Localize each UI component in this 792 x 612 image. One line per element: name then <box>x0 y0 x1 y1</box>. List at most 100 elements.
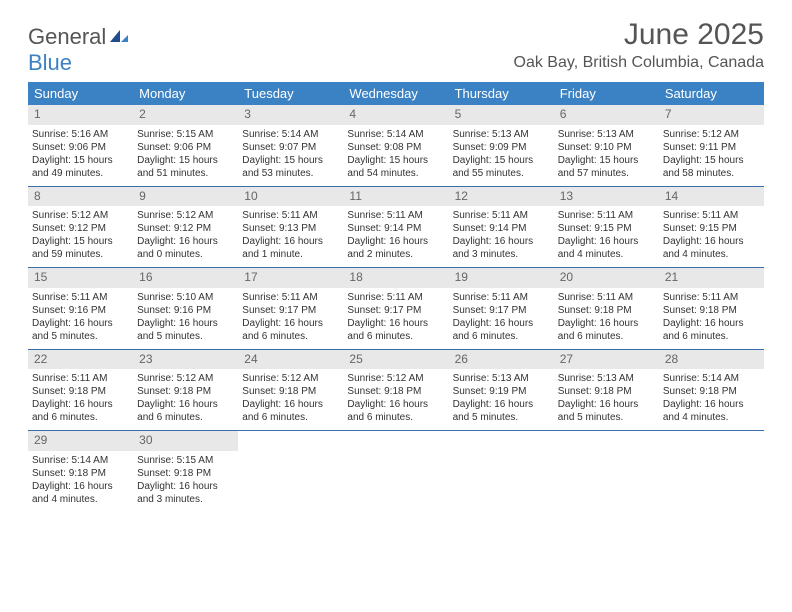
day-number: 28 <box>659 350 764 370</box>
sunset-text: Sunset: 9:12 PM <box>32 222 129 235</box>
sunset-text: Sunset: 9:18 PM <box>32 385 129 398</box>
day-cell: 4Sunrise: 5:14 AMSunset: 9:08 PMDaylight… <box>343 105 448 186</box>
dl2-text: and 49 minutes. <box>32 167 129 180</box>
day-header: Friday <box>554 82 659 105</box>
dl2-text: and 3 minutes. <box>453 248 550 261</box>
sunrise-text: Sunrise: 5:12 AM <box>347 372 444 385</box>
dl1-text: Daylight: 16 hours <box>663 398 760 411</box>
day-number: 15 <box>28 268 133 288</box>
day-cell: 6Sunrise: 5:13 AMSunset: 9:10 PMDaylight… <box>554 105 659 186</box>
dl1-text: Daylight: 15 hours <box>32 154 129 167</box>
sunset-text: Sunset: 9:18 PM <box>137 467 234 480</box>
day-number: 2 <box>133 105 238 125</box>
dl1-text: Daylight: 15 hours <box>137 154 234 167</box>
day-number: 18 <box>343 268 448 288</box>
day-cell: 19Sunrise: 5:11 AMSunset: 9:17 PMDayligh… <box>449 268 554 349</box>
sunrise-text: Sunrise: 5:12 AM <box>32 209 129 222</box>
sunrise-text: Sunrise: 5:14 AM <box>347 128 444 141</box>
empty-cell <box>659 431 764 512</box>
sunset-text: Sunset: 9:18 PM <box>558 304 655 317</box>
sunset-text: Sunset: 9:15 PM <box>663 222 760 235</box>
dl1-text: Daylight: 16 hours <box>453 317 550 330</box>
sunrise-text: Sunrise: 5:14 AM <box>663 372 760 385</box>
sunset-text: Sunset: 9:18 PM <box>137 385 234 398</box>
sunrise-text: Sunrise: 5:11 AM <box>32 291 129 304</box>
sunset-text: Sunset: 9:18 PM <box>32 467 129 480</box>
dl1-text: Daylight: 16 hours <box>558 398 655 411</box>
dl1-text: Daylight: 16 hours <box>137 317 234 330</box>
day-cell: 23Sunrise: 5:12 AMSunset: 9:18 PMDayligh… <box>133 350 238 431</box>
sunrise-text: Sunrise: 5:11 AM <box>32 372 129 385</box>
dl1-text: Daylight: 16 hours <box>558 235 655 248</box>
sunset-text: Sunset: 9:06 PM <box>32 141 129 154</box>
dl2-text: and 6 minutes. <box>242 411 339 424</box>
sunrise-text: Sunrise: 5:11 AM <box>242 209 339 222</box>
sunrise-text: Sunrise: 5:11 AM <box>347 291 444 304</box>
day-cell: 30Sunrise: 5:15 AMSunset: 9:18 PMDayligh… <box>133 431 238 512</box>
day-number: 1 <box>28 105 133 125</box>
dl2-text: and 55 minutes. <box>453 167 550 180</box>
day-cell: 28 Sunrise: 5:14 AMSunset: 9:18 PMDayligh… <box>659 350 764 431</box>
sunset-text: Sunset: 9:17 PM <box>453 304 550 317</box>
sunset-text: Sunset: 9:10 PM <box>558 141 655 154</box>
sunset-text: Sunset: 9:09 PM <box>453 141 550 154</box>
dl2-text: and 51 minutes. <box>137 167 234 180</box>
calendar: SundayMondayTuesdayWednesdayThursdayFrid… <box>28 82 764 512</box>
sunset-text: Sunset: 9:17 PM <box>347 304 444 317</box>
sunrise-text: Sunrise: 5:13 AM <box>558 128 655 141</box>
dl2-text: and 2 minutes. <box>347 248 444 261</box>
day-number: 3 <box>238 105 343 125</box>
logo-text-1: General <box>28 24 106 49</box>
day-cell: 26Sunrise: 5:13 AMSunset: 9:19 PMDayligh… <box>449 350 554 431</box>
day-cell: 17Sunrise: 5:11 AMSunset: 9:17 PMDayligh… <box>238 268 343 349</box>
dl2-text: and 6 minutes. <box>453 330 550 343</box>
day-number: 27 <box>554 350 659 370</box>
sunset-text: Sunset: 9:17 PM <box>242 304 339 317</box>
day-cell: 13Sunrise: 5:11 AMSunset: 9:15 PMDayligh… <box>554 187 659 268</box>
sunrise-text: Sunrise: 5:11 AM <box>242 291 339 304</box>
dl1-text: Daylight: 15 hours <box>242 154 339 167</box>
day-number: 25 <box>343 350 448 370</box>
day-cell: 15Sunrise: 5:11 AMSunset: 9:16 PMDayligh… <box>28 268 133 349</box>
dl2-text: and 4 minutes. <box>32 493 129 506</box>
day-cell: 20Sunrise: 5:11 AMSunset: 9:18 PMDayligh… <box>554 268 659 349</box>
day-number: 11 <box>343 187 448 207</box>
day-cell: 12Sunrise: 5:11 AMSunset: 9:14 PMDayligh… <box>449 187 554 268</box>
dl2-text: and 5 minutes. <box>32 330 129 343</box>
sunrise-text: Sunrise: 5:15 AM <box>137 454 234 467</box>
day-cell: 5Sunrise: 5:13 AMSunset: 9:09 PMDaylight… <box>449 105 554 186</box>
sunrise-text: Sunrise: 5:11 AM <box>453 291 550 304</box>
sunset-text: Sunset: 9:18 PM <box>242 385 339 398</box>
sunrise-text: Sunrise: 5:11 AM <box>347 209 444 222</box>
dl1-text: Daylight: 15 hours <box>347 154 444 167</box>
sunset-text: Sunset: 9:18 PM <box>558 385 655 398</box>
sunrise-text: Sunrise: 5:12 AM <box>663 128 760 141</box>
empty-cell <box>449 431 554 512</box>
day-number: 21 <box>659 268 764 288</box>
header: GeneralBlue June 2025 Oak Bay, British C… <box>28 18 764 76</box>
sunset-text: Sunset: 9:16 PM <box>32 304 129 317</box>
day-cell: 1Sunrise: 5:16 AMSunset: 9:06 PMDaylight… <box>28 105 133 186</box>
empty-cell <box>343 431 448 512</box>
logo-text: GeneralBlue <box>28 24 130 76</box>
week-row: 15Sunrise: 5:11 AMSunset: 9:16 PMDayligh… <box>28 267 764 349</box>
dl2-text: and 6 minutes. <box>347 411 444 424</box>
day-number: 22 <box>28 350 133 370</box>
sunset-text: Sunset: 9:18 PM <box>663 385 760 398</box>
dl2-text: and 5 minutes. <box>558 411 655 424</box>
day-cell: 21Sunrise: 5:11 AMSunset: 9:18 PMDayligh… <box>659 268 764 349</box>
sunset-text: Sunset: 9:15 PM <box>558 222 655 235</box>
sunset-text: Sunset: 9:19 PM <box>453 385 550 398</box>
dl2-text: and 6 minutes. <box>558 330 655 343</box>
sunrise-text: Sunrise: 5:12 AM <box>137 209 234 222</box>
day-cell: 8Sunrise: 5:12 AMSunset: 9:12 PMDaylight… <box>28 187 133 268</box>
location: Oak Bay, British Columbia, Canada <box>514 54 764 72</box>
dl2-text: and 5 minutes. <box>137 330 234 343</box>
dl1-text: Daylight: 16 hours <box>137 235 234 248</box>
empty-cell <box>238 431 343 512</box>
dl2-text: and 54 minutes. <box>347 167 444 180</box>
dl2-text: and 4 minutes. <box>558 248 655 261</box>
day-header: Wednesday <box>343 82 448 105</box>
day-number: 30 <box>133 431 238 451</box>
dl2-text: and 5 minutes. <box>453 411 550 424</box>
